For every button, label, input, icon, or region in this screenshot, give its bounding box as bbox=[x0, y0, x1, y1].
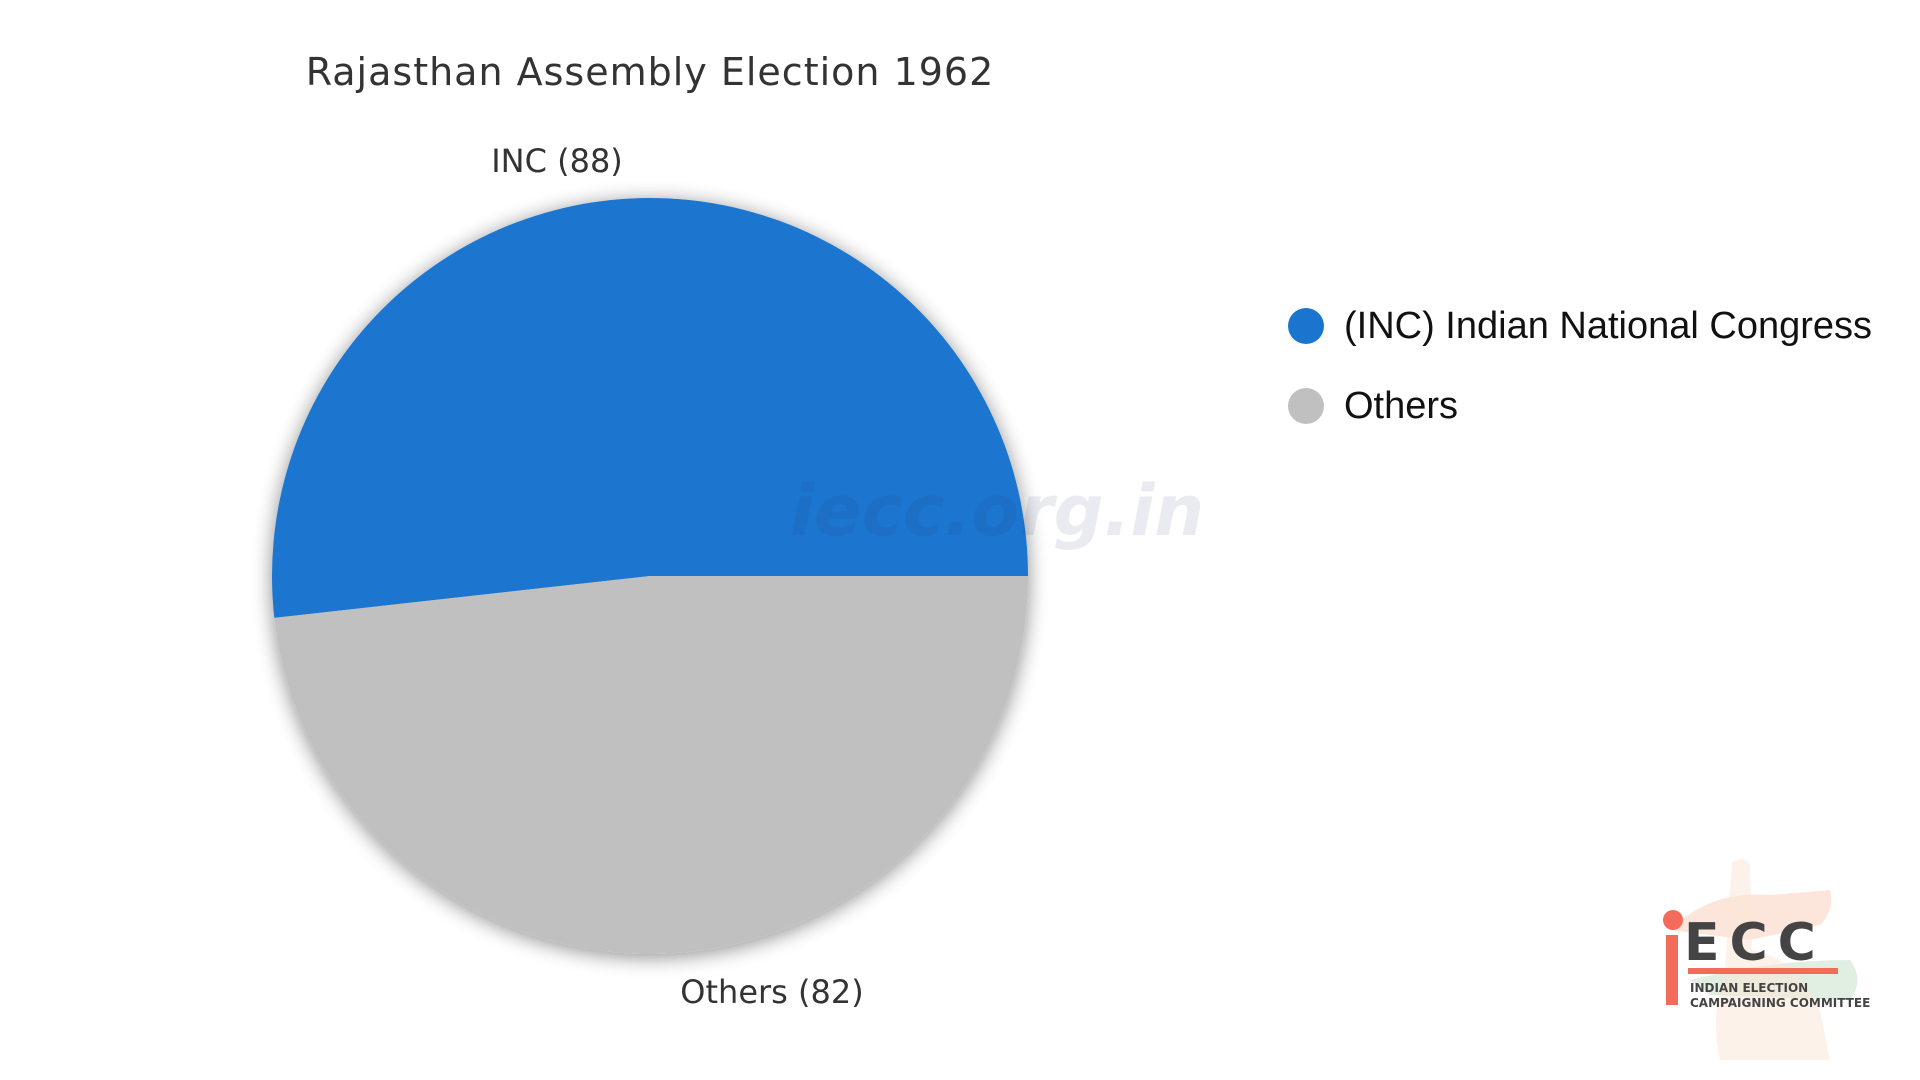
legend-item-others[interactable]: Others bbox=[1288, 366, 1872, 446]
watermark: iecc.org.in bbox=[790, 470, 1205, 552]
legend-label: Others bbox=[1344, 384, 1459, 427]
logo-line1: INDIAN ELECTION bbox=[1690, 981, 1808, 995]
logo-letters: ECC bbox=[1684, 913, 1826, 973]
pie-slice-others[interactable] bbox=[274, 576, 1028, 954]
slice-label-inc: INC (88) bbox=[491, 142, 623, 180]
slice-label-others: Others (82) bbox=[680, 973, 863, 1011]
legend-item-inc[interactable]: (INC) Indian National Congress bbox=[1288, 286, 1872, 366]
legend-dot-icon bbox=[1288, 308, 1324, 344]
pie-slice-inc[interactable] bbox=[271, 197, 1029, 618]
chart-title: Rajasthan Assembly Election 1962 bbox=[305, 50, 995, 94]
iecc-logo: ECC INDIAN ELECTION CAMPAIGNING COMMITTE… bbox=[1663, 859, 1870, 1060]
legend-dot-icon bbox=[1288, 388, 1324, 424]
logo-line2: CAMPAIGNING COMMITTEE bbox=[1690, 996, 1870, 1010]
legend: (INC) Indian National Congress Others bbox=[1288, 286, 1872, 446]
legend-label: (INC) Indian National Congress bbox=[1344, 304, 1873, 347]
